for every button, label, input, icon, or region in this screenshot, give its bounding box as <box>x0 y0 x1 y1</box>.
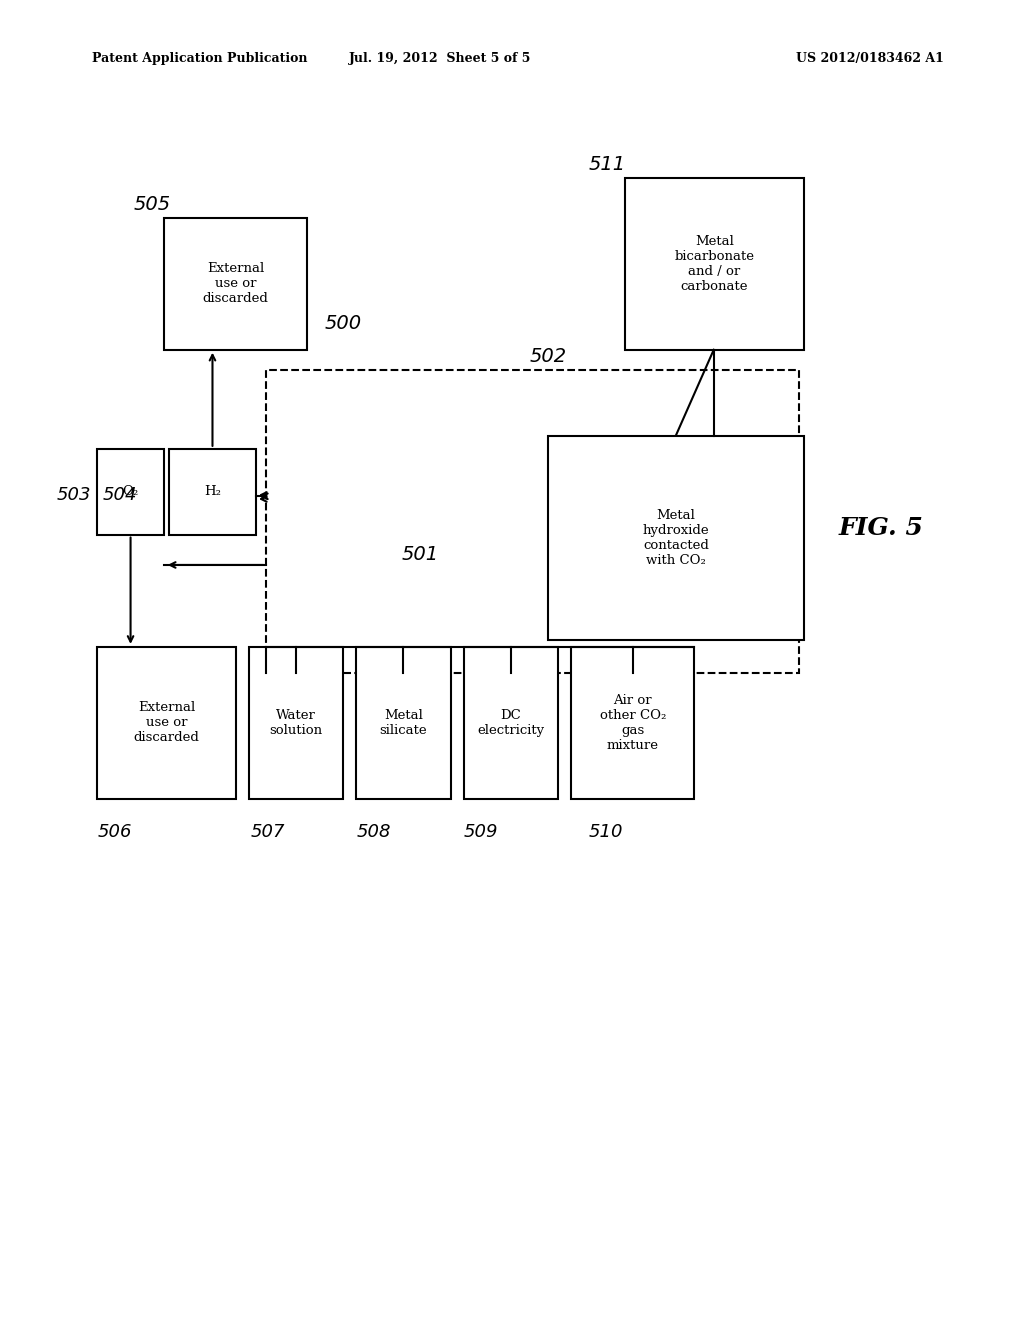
FancyBboxPatch shape <box>164 218 307 350</box>
Text: 511: 511 <box>589 156 626 174</box>
Text: 509: 509 <box>464 822 499 841</box>
FancyBboxPatch shape <box>625 178 804 350</box>
FancyBboxPatch shape <box>169 449 256 535</box>
Text: DC
electricity: DC electricity <box>477 709 545 737</box>
Text: Patent Application Publication: Patent Application Publication <box>92 51 307 65</box>
Text: 505: 505 <box>133 195 170 214</box>
FancyBboxPatch shape <box>571 647 694 799</box>
Text: H₂: H₂ <box>204 486 221 498</box>
Text: Metal
hydroxide
contacted
with CO₂: Metal hydroxide contacted with CO₂ <box>642 510 710 566</box>
Text: Water
solution: Water solution <box>269 709 323 737</box>
Text: 507: 507 <box>251 822 286 841</box>
Text: 503: 503 <box>56 486 91 504</box>
Text: 500: 500 <box>325 314 361 333</box>
FancyBboxPatch shape <box>249 647 343 799</box>
FancyBboxPatch shape <box>266 370 799 673</box>
Text: Metal
silicate: Metal silicate <box>380 709 427 737</box>
FancyBboxPatch shape <box>548 436 804 640</box>
Text: Metal
bicarbonate
and / or
carbonate: Metal bicarbonate and / or carbonate <box>674 235 755 293</box>
Text: US 2012/0183462 A1: US 2012/0183462 A1 <box>797 51 944 65</box>
Text: 504: 504 <box>102 486 137 504</box>
Text: FIG. 5: FIG. 5 <box>839 516 923 540</box>
Text: 501: 501 <box>401 545 438 564</box>
Text: Jul. 19, 2012  Sheet 5 of 5: Jul. 19, 2012 Sheet 5 of 5 <box>349 51 531 65</box>
FancyBboxPatch shape <box>356 647 451 799</box>
FancyBboxPatch shape <box>97 449 164 535</box>
Text: 508: 508 <box>356 822 391 841</box>
Text: Air or
other CO₂
gas
mixture: Air or other CO₂ gas mixture <box>600 694 666 751</box>
Text: 510: 510 <box>589 822 624 841</box>
Text: External
use or
discarded: External use or discarded <box>203 263 268 305</box>
FancyBboxPatch shape <box>97 647 236 799</box>
Text: 502: 502 <box>529 347 566 366</box>
FancyBboxPatch shape <box>464 647 558 799</box>
Text: 506: 506 <box>97 822 132 841</box>
Text: External
use or
discarded: External use or discarded <box>133 701 200 744</box>
Text: O₂: O₂ <box>123 486 138 498</box>
